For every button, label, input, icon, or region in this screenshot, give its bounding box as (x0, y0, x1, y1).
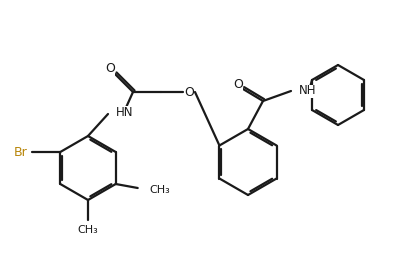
Text: NH: NH (299, 85, 316, 98)
Text: O: O (105, 62, 115, 75)
Text: HN: HN (116, 105, 133, 118)
Text: CH₃: CH₃ (78, 225, 98, 235)
Text: O: O (184, 86, 194, 98)
Text: Br: Br (13, 145, 27, 158)
Text: O: O (233, 78, 243, 91)
Text: CH₃: CH₃ (150, 185, 170, 195)
